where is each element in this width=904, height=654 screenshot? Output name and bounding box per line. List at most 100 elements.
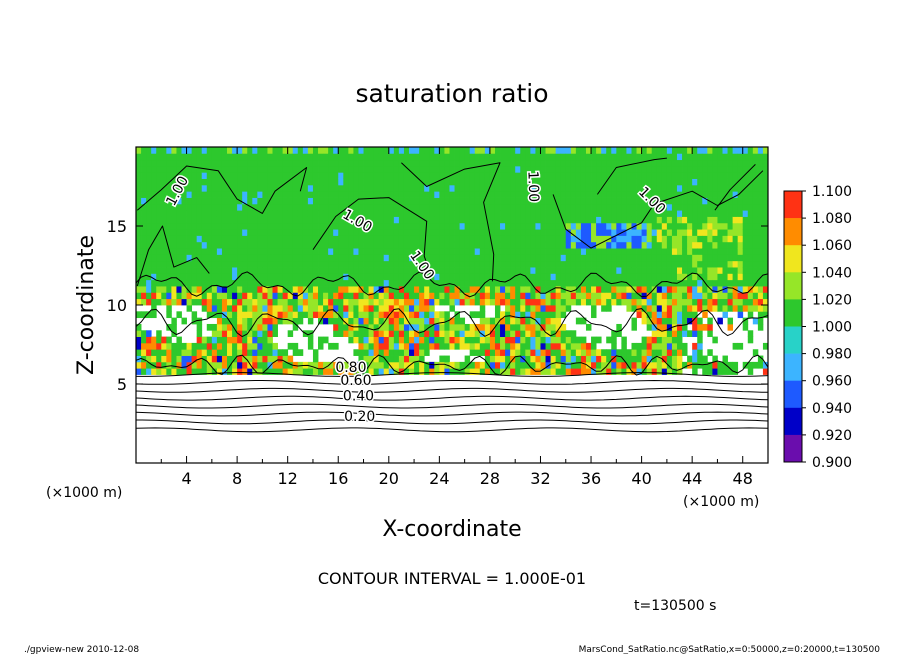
- field-cell: [439, 248, 445, 255]
- field-cell: [676, 235, 683, 243]
- field-cell: [742, 203, 749, 211]
- field-cell: [414, 279, 420, 287]
- field-cell: [454, 216, 460, 224]
- field-cell: [500, 159, 506, 167]
- field-cell: [297, 184, 304, 192]
- field-cell: [757, 292, 764, 300]
- field-cell: [353, 178, 359, 186]
- field-cell: [555, 336, 562, 344]
- field-cell: [191, 191, 198, 198]
- field-cell: [287, 267, 294, 274]
- field-cell: [419, 349, 425, 356]
- field-cell: [232, 222, 238, 230]
- field-cell: [221, 197, 228, 205]
- field-cell: [626, 241, 632, 249]
- field-cell: [353, 317, 359, 325]
- field-cell: [636, 172, 642, 179]
- field-cell: [520, 298, 526, 306]
- field-cell: [692, 241, 698, 249]
- field-cell: [287, 178, 294, 186]
- field-cell: [403, 178, 410, 186]
- field-cell: [444, 165, 450, 173]
- field-cell: [257, 311, 263, 319]
- field-cell: [221, 235, 228, 243]
- field-cell: [661, 210, 668, 217]
- field-cell: [464, 165, 471, 173]
- field-cell: [682, 323, 688, 331]
- field-cell: [151, 216, 157, 224]
- field-cell: [489, 216, 496, 224]
- field-cell: [732, 254, 739, 262]
- field-cell: [489, 203, 496, 211]
- field-cell: [171, 153, 177, 161]
- field-cell: [621, 355, 627, 363]
- field-cell: [717, 298, 723, 306]
- field-cell: [252, 317, 258, 325]
- field-cell: [479, 147, 486, 154]
- field-cell: [505, 184, 511, 192]
- field-cell: [363, 279, 369, 287]
- field-cell: [181, 222, 187, 230]
- field-cell: [727, 317, 734, 325]
- field-cell: [318, 267, 324, 274]
- field-cell: [520, 235, 526, 243]
- field-cell: [646, 172, 653, 179]
- field-cell: [419, 203, 425, 211]
- field-cell: [176, 267, 182, 274]
- field-cell: [752, 147, 759, 154]
- field-cell: [757, 267, 764, 274]
- field-cell: [368, 273, 375, 281]
- colorbar: 1.1001.0801.0601.0401.0201.0000.9800.960…: [783, 184, 852, 471]
- field-cell: [712, 254, 718, 262]
- field-cell: [687, 184, 693, 192]
- field-cell: [712, 305, 718, 312]
- field-cell: [520, 191, 526, 198]
- field-cell: [545, 323, 551, 331]
- field-cell: [641, 305, 648, 312]
- field-cell: [616, 323, 622, 331]
- field-cell: [141, 203, 147, 211]
- field-cell: [237, 305, 243, 312]
- field-cell: [429, 273, 435, 281]
- field-cell: [494, 330, 501, 337]
- field-cell: [742, 361, 749, 369]
- field-cell: [500, 203, 506, 211]
- field-cell: [454, 229, 460, 236]
- field-cell: [166, 197, 172, 205]
- field-cell: [717, 368, 723, 375]
- field-cell: [661, 172, 668, 179]
- field-cell: [424, 172, 430, 179]
- field-cell: [292, 203, 299, 211]
- field-cell: [348, 248, 354, 255]
- field-cell: [474, 184, 481, 192]
- field-cell: [287, 241, 294, 249]
- field-cell: [479, 216, 486, 224]
- field-cell: [368, 184, 375, 192]
- field-cell: [464, 235, 471, 243]
- field-cell: [580, 361, 587, 369]
- field-cell: [186, 191, 193, 198]
- field-cell: [697, 184, 703, 192]
- field-cell: [216, 159, 223, 167]
- field-cell: [373, 311, 380, 319]
- field-cell: [277, 184, 284, 192]
- field-cell: [262, 330, 268, 337]
- field-cell: [510, 184, 516, 192]
- field-cell: [591, 355, 597, 363]
- field-cell: [373, 336, 380, 344]
- field-cell: [419, 229, 425, 236]
- field-cell: [434, 279, 440, 287]
- field-cell: [747, 222, 754, 230]
- field-cell: [383, 311, 390, 319]
- field-cell: [151, 153, 157, 161]
- field-cell: [449, 361, 455, 369]
- field-cell: [277, 241, 284, 249]
- field-cell: [358, 254, 364, 262]
- field-cell: [575, 210, 582, 217]
- field-cell: [191, 229, 198, 236]
- field-cell: [257, 172, 263, 179]
- field-cell: [206, 235, 213, 243]
- field-cell: [697, 267, 703, 274]
- field-cell: [474, 286, 481, 293]
- field-cell: [353, 210, 359, 217]
